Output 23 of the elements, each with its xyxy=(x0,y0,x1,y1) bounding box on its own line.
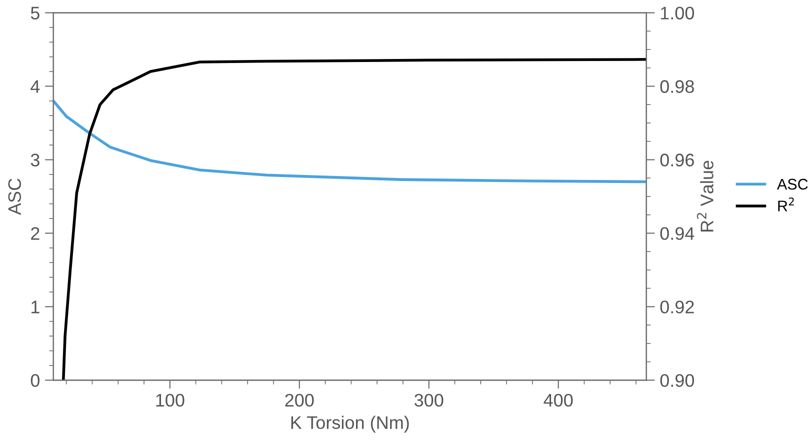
y-tick-label: 2 xyxy=(31,227,40,240)
x-axis-title: K Torsion (Nm) xyxy=(291,416,409,433)
y2-tick-label: 0.90 xyxy=(660,374,694,387)
y-tick-label: 3 xyxy=(30,154,40,166)
legend-label: R$^{2}$ xyxy=(778,197,794,212)
y2-axis-title: R$^{2}$ Value xyxy=(696,160,714,232)
y2-tick-label: 0.98 xyxy=(660,80,694,93)
y-tick-label: 1 xyxy=(32,300,40,314)
y-tick-label: 0 xyxy=(30,374,40,387)
line-series xyxy=(53,100,646,184)
line-series xyxy=(62,58,646,380)
legend-label: ASC xyxy=(776,178,808,190)
x-tick-label: 200 xyxy=(285,394,314,407)
y-axis-title: ASC xyxy=(8,178,22,215)
y2-tick-label: 0.92 xyxy=(660,300,694,314)
y2-tick-label: 0.94 xyxy=(660,227,694,240)
y2-tick-label: 1.00 xyxy=(660,6,694,20)
x-tick-label: 100 xyxy=(156,394,184,407)
x-tick-label: 300 xyxy=(414,394,444,407)
y2-tick-label: 0.96 xyxy=(660,154,694,166)
x-tick-label: 400 xyxy=(544,394,573,407)
y-tick-label: 4 xyxy=(30,80,40,93)
y-tick-label: 5 xyxy=(30,6,40,20)
